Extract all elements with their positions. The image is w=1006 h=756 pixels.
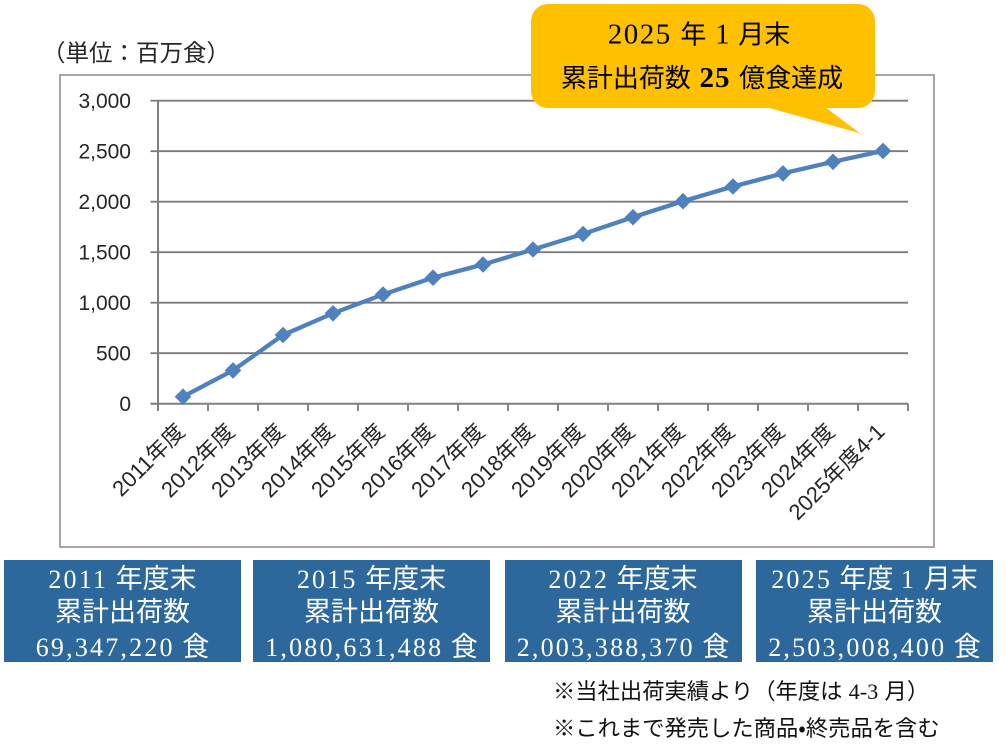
svg-text:2,500: 2,500 [78,141,131,164]
svg-text:2025 年 1 月末: 2025 年 1 月末 [608,19,791,51]
svg-text:0: 0 [119,393,131,416]
svg-text:1,500: 1,500 [78,242,131,265]
svg-text:1,000: 1,000 [78,292,131,315]
svg-text:累計出荷数 25 億食達成: 累計出荷数 25 億食達成 [561,62,843,94]
svg-text:3,000: 3,000 [78,90,131,113]
svg-text:2,000: 2,000 [78,191,131,214]
svg-text:500: 500 [96,343,131,366]
